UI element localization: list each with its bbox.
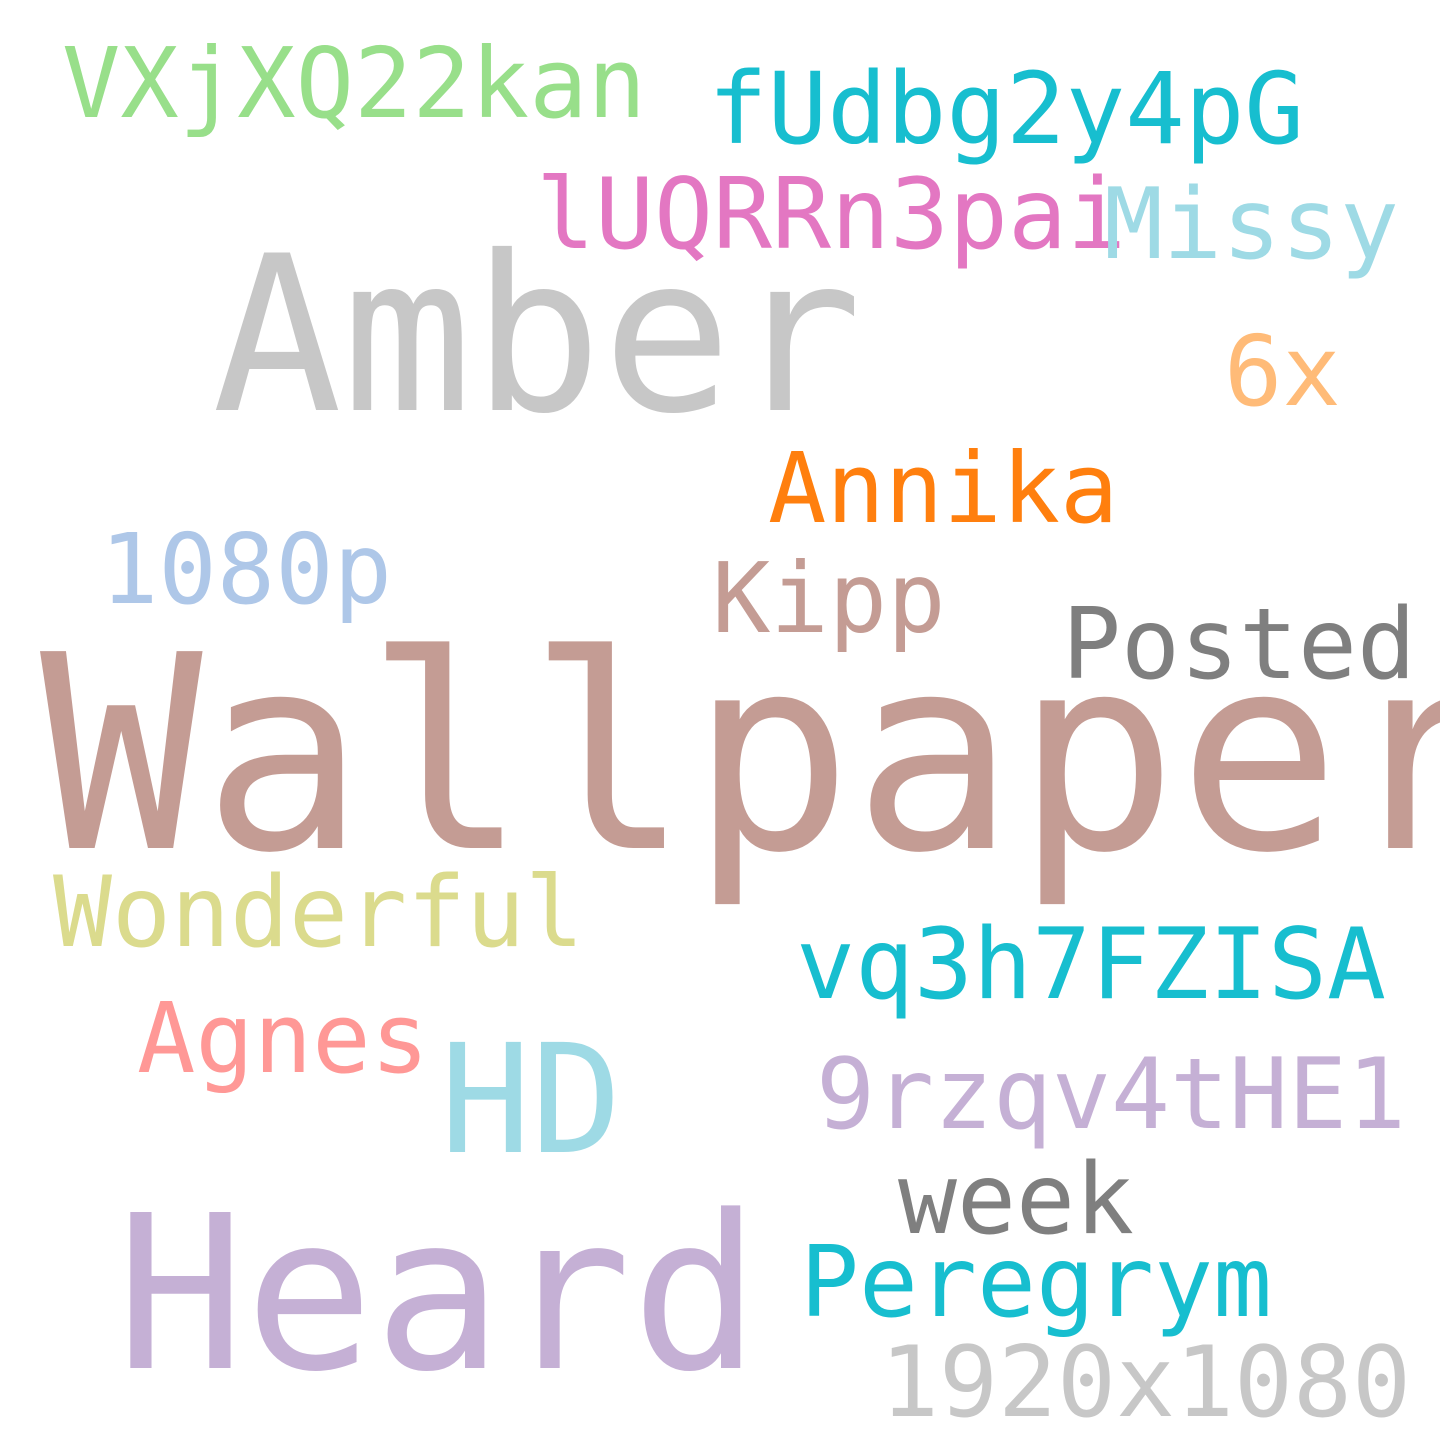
word-amber: Amber xyxy=(212,210,863,461)
word-heard: Heard xyxy=(116,1170,761,1419)
word-week: week xyxy=(898,1143,1135,1257)
word-6x: 6x xyxy=(1224,315,1341,428)
word-wallpaper: Wallpaper xyxy=(40,597,1440,912)
word-agnes: Agnes xyxy=(137,982,429,1095)
word-vq3h7fzisa: vq3h7FZISA xyxy=(796,908,1387,1022)
word-fudbg2y4pg: fUdbg2y4pG xyxy=(708,52,1305,167)
word-9rzqv4the1: 9rzqv4tHE1 xyxy=(816,1038,1407,1152)
word-kipp: Kipp xyxy=(712,542,946,655)
word-peregrym: Peregrym xyxy=(800,1226,1273,1340)
word-hd: HD xyxy=(440,1012,622,1188)
word-1920x1080: 1920x1080 xyxy=(880,1326,1412,1440)
word-wonderful: Wonderful xyxy=(53,856,585,970)
word-annika: Annika xyxy=(768,432,1119,545)
word-luqrrn3pai: lUQRRn3pai xyxy=(536,158,1127,272)
word-vxjxq22kan: VXjXQ22kan xyxy=(62,27,646,140)
word-1080p: 1080p xyxy=(100,513,392,626)
word-posted: Posted xyxy=(1062,588,1417,702)
word-missy: Missy xyxy=(1104,168,1400,282)
